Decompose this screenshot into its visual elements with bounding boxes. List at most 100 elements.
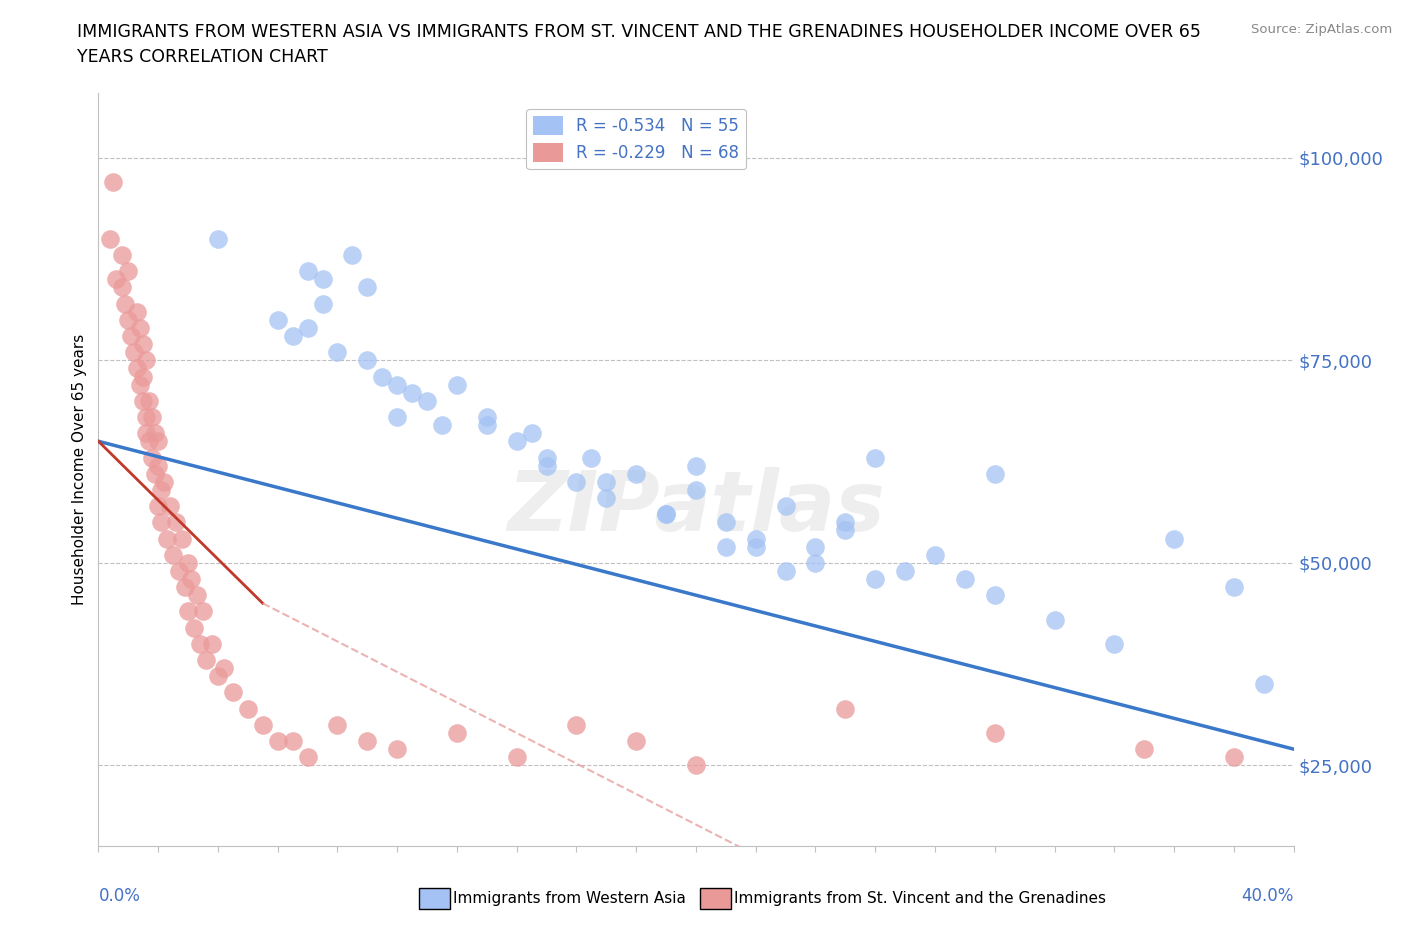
Point xyxy=(745,531,768,546)
Point xyxy=(446,378,468,392)
Point xyxy=(111,247,134,262)
Point xyxy=(775,498,797,513)
Text: Source: ZipAtlas.com: Source: ZipAtlas.com xyxy=(1251,23,1392,36)
Point xyxy=(281,734,304,749)
Point xyxy=(165,515,187,530)
Point xyxy=(595,490,617,505)
Point xyxy=(297,321,319,336)
Point xyxy=(565,474,588,489)
Point xyxy=(1043,612,1066,627)
Point xyxy=(98,232,122,246)
Point xyxy=(326,717,349,732)
Point xyxy=(267,734,290,749)
Point xyxy=(114,296,136,311)
Point xyxy=(141,450,163,465)
Point xyxy=(536,458,558,473)
Point xyxy=(180,572,202,587)
Point xyxy=(385,741,409,756)
Point xyxy=(177,604,200,618)
Legend: R = -0.534   N = 55, R = -0.229   N = 68: R = -0.534 N = 55, R = -0.229 N = 68 xyxy=(526,109,747,169)
Point xyxy=(297,264,319,279)
Point xyxy=(120,328,142,343)
Point xyxy=(356,280,378,295)
Point xyxy=(1133,741,1156,756)
Point xyxy=(626,466,648,481)
Point xyxy=(135,426,157,441)
Point xyxy=(894,564,917,578)
Point xyxy=(385,378,409,392)
Point xyxy=(143,466,166,481)
Point xyxy=(520,426,543,441)
Text: YEARS CORRELATION CHART: YEARS CORRELATION CHART xyxy=(77,48,328,66)
Point xyxy=(148,458,170,473)
Point xyxy=(156,531,179,546)
Point xyxy=(138,393,160,408)
Point xyxy=(446,725,468,740)
Point xyxy=(685,483,707,498)
Text: Immigrants from St. Vincent and the Grenadines: Immigrants from St. Vincent and the Gren… xyxy=(734,891,1107,906)
Point xyxy=(183,620,205,635)
Point xyxy=(506,434,529,449)
Point xyxy=(127,304,149,319)
Point xyxy=(132,393,155,408)
Point xyxy=(191,604,214,618)
Point xyxy=(132,369,155,384)
Point xyxy=(626,734,648,749)
Point xyxy=(186,588,208,603)
Point xyxy=(281,328,304,343)
Point xyxy=(117,312,139,327)
Point xyxy=(430,418,453,432)
Point xyxy=(714,539,737,554)
Point xyxy=(167,564,190,578)
Point xyxy=(132,337,155,352)
Point xyxy=(177,555,200,570)
Text: 40.0%: 40.0% xyxy=(1241,887,1294,905)
Point xyxy=(581,450,603,465)
Point xyxy=(804,539,827,554)
Point xyxy=(195,653,218,668)
Point xyxy=(475,418,498,432)
Point xyxy=(135,352,157,367)
Point xyxy=(212,660,235,675)
Point xyxy=(685,458,707,473)
Point xyxy=(984,466,1007,481)
Point xyxy=(685,758,707,773)
Text: IMMIGRANTS FROM WESTERN ASIA VS IMMIGRANTS FROM ST. VINCENT AND THE GRENADINES H: IMMIGRANTS FROM WESTERN ASIA VS IMMIGRAN… xyxy=(77,23,1201,41)
Point xyxy=(984,588,1007,603)
Point xyxy=(924,547,946,562)
Point xyxy=(475,409,498,424)
Point xyxy=(1223,579,1246,594)
Point xyxy=(201,636,224,651)
Point xyxy=(117,264,139,279)
Point xyxy=(162,547,184,562)
Point xyxy=(111,280,134,295)
Point xyxy=(207,232,229,246)
Point xyxy=(565,717,588,732)
Point xyxy=(356,352,378,367)
Point xyxy=(141,409,163,424)
Point xyxy=(775,564,797,578)
Point xyxy=(148,434,170,449)
Point xyxy=(595,474,617,489)
Point xyxy=(129,321,152,336)
Point xyxy=(371,369,394,384)
Point xyxy=(834,523,856,538)
Point xyxy=(655,507,678,522)
Point xyxy=(506,750,529,764)
Point xyxy=(655,507,678,522)
Point xyxy=(252,717,274,732)
Point xyxy=(416,393,439,408)
Point xyxy=(105,272,128,286)
Point xyxy=(804,555,827,570)
Point xyxy=(401,385,423,400)
Point xyxy=(311,296,333,311)
Text: ZIPatlas: ZIPatlas xyxy=(508,467,884,548)
Point xyxy=(267,312,290,327)
Point xyxy=(159,498,181,513)
Point xyxy=(222,685,245,700)
Text: 0.0%: 0.0% xyxy=(98,887,141,905)
Point xyxy=(207,669,229,684)
Point xyxy=(834,515,856,530)
Point xyxy=(1253,677,1275,692)
Point xyxy=(1104,636,1126,651)
